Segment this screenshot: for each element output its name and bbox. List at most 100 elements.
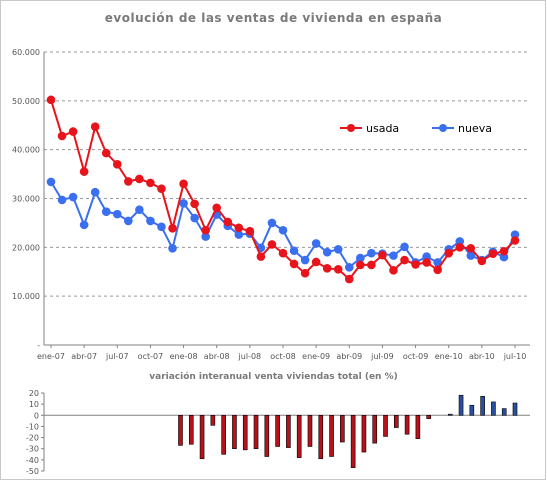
point-nueva: [146, 216, 155, 226]
bar-y-tick-label: -10: [26, 422, 39, 431]
bar: [415, 414, 421, 439]
point-nueva: [311, 239, 321, 248]
x-tick-label: jul-09: [370, 352, 394, 361]
bar: [329, 414, 334, 457]
point-usada: [201, 225, 210, 235]
y-tick-label: 40.000: [12, 146, 40, 155]
point-usada: [455, 243, 465, 252]
x-tick-label: abr-10: [469, 352, 495, 361]
bar: [404, 414, 410, 435]
point-nueva: [344, 263, 354, 272]
point-usada: [212, 203, 222, 213]
point-nueva: [234, 230, 244, 239]
x-tick-label: ene-09: [302, 352, 330, 361]
bar: [350, 414, 356, 468]
point-usada: [477, 256, 487, 266]
bar: [178, 414, 183, 446]
point-usada: [510, 236, 520, 245]
point-usada: [179, 179, 188, 189]
bar: [394, 414, 399, 428]
point-nueva: [367, 248, 376, 258]
point-usada: [124, 177, 133, 186]
bar-chart-bars: [178, 394, 518, 468]
x-tick-label: abr-09: [336, 352, 362, 361]
point-usada: [411, 260, 420, 269]
point-usada: [79, 167, 89, 176]
point-nueva: [46, 177, 56, 187]
point-usada: [168, 223, 177, 233]
point-usada: [190, 199, 199, 209]
point-usada: [245, 226, 255, 236]
chart-title: evolución de las ventas de vivienda en e…: [104, 11, 443, 25]
x-tick-label: ene-08: [170, 352, 198, 361]
point-usada: [135, 174, 144, 184]
point-nueva: [400, 242, 409, 252]
point-nueva: [190, 213, 199, 223]
bar: [469, 404, 475, 416]
x-tick-label: ene-10: [435, 352, 463, 361]
bar: [340, 414, 345, 443]
point-usada: [223, 217, 233, 227]
point-usada: [46, 95, 56, 105]
point-usada: [57, 131, 67, 141]
bar: [307, 414, 313, 447]
bar: [480, 396, 485, 416]
point-usada: [90, 122, 100, 132]
legend-item-usada: usada: [340, 122, 399, 135]
point-usada: [356, 260, 365, 270]
point-usada: [422, 258, 431, 267]
legend-label-usada: usada: [366, 122, 399, 135]
series-usada: [46, 95, 520, 284]
point-usada: [289, 259, 299, 269]
point-nueva: [179, 199, 188, 208]
bar: [199, 414, 205, 460]
bar: [275, 414, 280, 447]
bar: [447, 413, 453, 416]
line-chart-x-ticks: ene-07 abr-07 jul-07 oct-07 ene-08 abr-08 jul-…: [37, 345, 526, 361]
point-nueva: [466, 251, 476, 260]
point-nueva: [79, 220, 89, 230]
y-tick-label: 20.000: [12, 243, 40, 252]
point-usada: [234, 223, 244, 233]
bar: [458, 394, 464, 416]
bar: [221, 414, 226, 455]
point-usada: [300, 268, 310, 278]
x-tick-label: jul-08: [238, 352, 262, 361]
point-usada: [344, 274, 354, 284]
point-usada: [400, 255, 409, 265]
point-usada: [157, 184, 166, 194]
bar-y-tick-label: 10: [29, 400, 39, 409]
point-usada: [466, 244, 476, 253]
point-nueva: [124, 216, 133, 226]
point-usada: [278, 248, 288, 258]
bar-y-tick-label: -40: [26, 456, 39, 465]
bar-y-tick-label: -30: [26, 445, 39, 454]
x-tick-label: oct-08: [270, 352, 296, 361]
point-usada: [146, 178, 155, 188]
point-nueva: [57, 195, 67, 205]
point-nueva: [267, 218, 277, 228]
y-tick-label: 60.000: [12, 48, 40, 57]
point-nueva: [322, 247, 332, 257]
bar: [372, 414, 378, 444]
point-nueva: [356, 253, 365, 263]
bar-y-tick-label: -50: [26, 467, 39, 476]
bar: [242, 414, 248, 451]
x-tick-label: ene-07: [37, 352, 65, 361]
point-usada: [378, 250, 387, 260]
point-usada: [322, 264, 332, 273]
y-tick-label: 30.000: [12, 195, 40, 204]
point-usada: [333, 265, 343, 274]
bar: [383, 414, 388, 437]
x-tick-label: jul-10: [503, 352, 527, 361]
bar: [361, 414, 367, 453]
bar-chart-title: variación interanual venta viviendas tot…: [149, 372, 398, 382]
point-usada: [112, 160, 122, 169]
bar: [426, 414, 431, 419]
legend-label-nueva: nueva: [458, 122, 492, 135]
point-nueva: [289, 246, 299, 256]
bar-y-tick-label: 20: [29, 389, 39, 398]
bar: [286, 414, 291, 448]
